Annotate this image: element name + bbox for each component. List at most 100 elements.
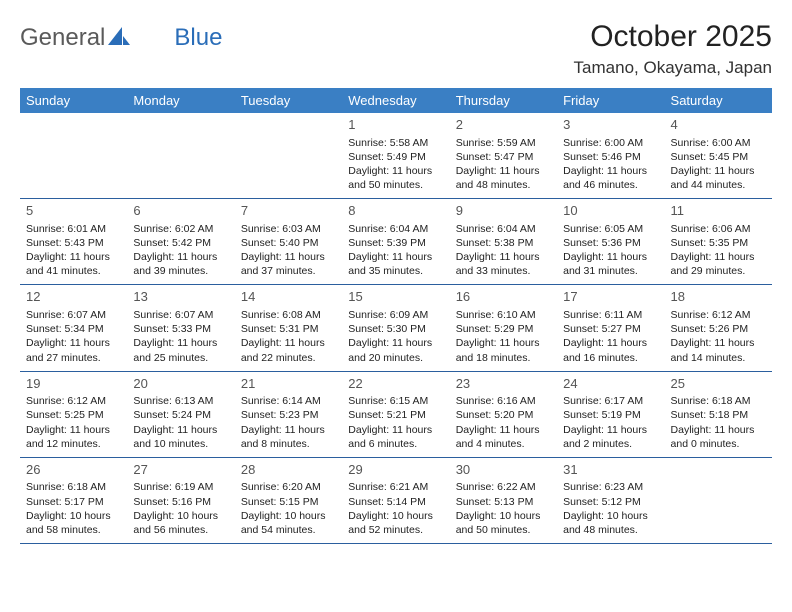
calendar-cell: 29Sunrise: 6:21 AMSunset: 5:14 PMDayligh… bbox=[342, 457, 449, 543]
sunrise-line: Sunrise: 6:21 AM bbox=[348, 480, 443, 494]
calendar-cell: 14Sunrise: 6:08 AMSunset: 5:31 PMDayligh… bbox=[235, 285, 342, 371]
calendar-cell bbox=[20, 113, 127, 199]
daylight-line: and 10 minutes. bbox=[133, 437, 228, 451]
calendar-cell: 16Sunrise: 6:10 AMSunset: 5:29 PMDayligh… bbox=[450, 285, 557, 371]
day-number: 23 bbox=[456, 375, 551, 393]
calendar-head: SundayMondayTuesdayWednesdayThursdayFrid… bbox=[20, 88, 772, 113]
daylight-line: Daylight: 11 hours bbox=[348, 250, 443, 264]
daylight-line: and 8 minutes. bbox=[241, 437, 336, 451]
day-number: 16 bbox=[456, 288, 551, 306]
daylight-line: Daylight: 11 hours bbox=[456, 423, 551, 437]
daylight-line: Daylight: 11 hours bbox=[563, 164, 658, 178]
daylight-line: Daylight: 11 hours bbox=[456, 336, 551, 350]
day-number: 8 bbox=[348, 202, 443, 220]
day-number: 15 bbox=[348, 288, 443, 306]
sunrise-line: Sunrise: 6:06 AM bbox=[671, 222, 766, 236]
day-number: 24 bbox=[563, 375, 658, 393]
day-number: 2 bbox=[456, 116, 551, 134]
daylight-line: Daylight: 11 hours bbox=[348, 336, 443, 350]
sunrise-line: Sunrise: 6:10 AM bbox=[456, 308, 551, 322]
sunset-line: Sunset: 5:42 PM bbox=[133, 236, 228, 250]
day-number: 18 bbox=[671, 288, 766, 306]
daylight-line: and 4 minutes. bbox=[456, 437, 551, 451]
day-number: 29 bbox=[348, 461, 443, 479]
sunrise-line: Sunrise: 6:12 AM bbox=[26, 394, 121, 408]
calendar-cell: 26Sunrise: 6:18 AMSunset: 5:17 PMDayligh… bbox=[20, 457, 127, 543]
weekday-header: Sunday bbox=[20, 88, 127, 113]
sunset-line: Sunset: 5:13 PM bbox=[456, 495, 551, 509]
calendar-cell: 15Sunrise: 6:09 AMSunset: 5:30 PMDayligh… bbox=[342, 285, 449, 371]
calendar-cell bbox=[235, 113, 342, 199]
calendar-cell: 1Sunrise: 5:58 AMSunset: 5:49 PMDaylight… bbox=[342, 113, 449, 199]
daylight-line: Daylight: 11 hours bbox=[133, 423, 228, 437]
daylight-line: Daylight: 11 hours bbox=[671, 336, 766, 350]
day-number: 13 bbox=[133, 288, 228, 306]
calendar-cell: 7Sunrise: 6:03 AMSunset: 5:40 PMDaylight… bbox=[235, 199, 342, 285]
calendar-cell: 22Sunrise: 6:15 AMSunset: 5:21 PMDayligh… bbox=[342, 371, 449, 457]
day-number: 26 bbox=[26, 461, 121, 479]
calendar-row: 26Sunrise: 6:18 AMSunset: 5:17 PMDayligh… bbox=[20, 457, 772, 543]
sunrise-line: Sunrise: 5:59 AM bbox=[456, 136, 551, 150]
calendar-cell bbox=[127, 113, 234, 199]
sunrise-line: Sunrise: 5:58 AM bbox=[348, 136, 443, 150]
daylight-line: and 50 minutes. bbox=[348, 178, 443, 192]
sunset-line: Sunset: 5:27 PM bbox=[563, 322, 658, 336]
day-number: 22 bbox=[348, 375, 443, 393]
sunrise-line: Sunrise: 6:18 AM bbox=[671, 394, 766, 408]
sunrise-line: Sunrise: 6:11 AM bbox=[563, 308, 658, 322]
daylight-line: and 39 minutes. bbox=[133, 264, 228, 278]
calendar-cell: 21Sunrise: 6:14 AMSunset: 5:23 PMDayligh… bbox=[235, 371, 342, 457]
daylight-line: Daylight: 11 hours bbox=[456, 250, 551, 264]
sail-icon bbox=[108, 27, 130, 50]
daylight-line: and 48 minutes. bbox=[563, 523, 658, 537]
sunset-line: Sunset: 5:14 PM bbox=[348, 495, 443, 509]
sunrise-line: Sunrise: 6:01 AM bbox=[26, 222, 121, 236]
calendar-cell: 19Sunrise: 6:12 AMSunset: 5:25 PMDayligh… bbox=[20, 371, 127, 457]
calendar-cell: 28Sunrise: 6:20 AMSunset: 5:15 PMDayligh… bbox=[235, 457, 342, 543]
daylight-line: and 31 minutes. bbox=[563, 264, 658, 278]
sunset-line: Sunset: 5:25 PM bbox=[26, 408, 121, 422]
logo-text-gray: General bbox=[20, 24, 105, 52]
calendar-cell: 2Sunrise: 5:59 AMSunset: 5:47 PMDaylight… bbox=[450, 113, 557, 199]
sunrise-line: Sunrise: 6:12 AM bbox=[671, 308, 766, 322]
day-number: 20 bbox=[133, 375, 228, 393]
daylight-line: Daylight: 10 hours bbox=[563, 509, 658, 523]
sunrise-line: Sunrise: 6:02 AM bbox=[133, 222, 228, 236]
daylight-line: and 58 minutes. bbox=[26, 523, 121, 537]
calendar-cell: 31Sunrise: 6:23 AMSunset: 5:12 PMDayligh… bbox=[557, 457, 664, 543]
daylight-line: Daylight: 11 hours bbox=[133, 250, 228, 264]
day-number: 11 bbox=[671, 202, 766, 220]
weekday-row: SundayMondayTuesdayWednesdayThursdayFrid… bbox=[20, 88, 772, 113]
calendar-cell: 25Sunrise: 6:18 AMSunset: 5:18 PMDayligh… bbox=[665, 371, 772, 457]
sunset-line: Sunset: 5:17 PM bbox=[26, 495, 121, 509]
calendar-cell: 8Sunrise: 6:04 AMSunset: 5:39 PMDaylight… bbox=[342, 199, 449, 285]
day-number: 25 bbox=[671, 375, 766, 393]
daylight-line: Daylight: 11 hours bbox=[26, 250, 121, 264]
sunrise-line: Sunrise: 6:04 AM bbox=[348, 222, 443, 236]
sunset-line: Sunset: 5:38 PM bbox=[456, 236, 551, 250]
daylight-line: Daylight: 11 hours bbox=[348, 423, 443, 437]
day-number: 6 bbox=[133, 202, 228, 220]
weekday-header: Monday bbox=[127, 88, 234, 113]
sunrise-line: Sunrise: 6:07 AM bbox=[26, 308, 121, 322]
sunset-line: Sunset: 5:46 PM bbox=[563, 150, 658, 164]
calendar-row: 1Sunrise: 5:58 AMSunset: 5:49 PMDaylight… bbox=[20, 113, 772, 199]
location: Tamano, Okayama, Japan bbox=[574, 58, 772, 78]
daylight-line: and 6 minutes. bbox=[348, 437, 443, 451]
daylight-line: and 33 minutes. bbox=[456, 264, 551, 278]
day-number: 7 bbox=[241, 202, 336, 220]
weekday-header: Tuesday bbox=[235, 88, 342, 113]
sunset-line: Sunset: 5:30 PM bbox=[348, 322, 443, 336]
sunset-line: Sunset: 5:24 PM bbox=[133, 408, 228, 422]
daylight-line: and 56 minutes. bbox=[133, 523, 228, 537]
calendar-cell: 9Sunrise: 6:04 AMSunset: 5:38 PMDaylight… bbox=[450, 199, 557, 285]
day-number: 14 bbox=[241, 288, 336, 306]
sunset-line: Sunset: 5:23 PM bbox=[241, 408, 336, 422]
sunset-line: Sunset: 5:18 PM bbox=[671, 408, 766, 422]
daylight-line: and 54 minutes. bbox=[241, 523, 336, 537]
daylight-line: and 35 minutes. bbox=[348, 264, 443, 278]
daylight-line: and 14 minutes. bbox=[671, 351, 766, 365]
daylight-line: Daylight: 11 hours bbox=[671, 423, 766, 437]
daylight-line: and 48 minutes. bbox=[456, 178, 551, 192]
calendar-table: SundayMondayTuesdayWednesdayThursdayFrid… bbox=[20, 88, 772, 544]
